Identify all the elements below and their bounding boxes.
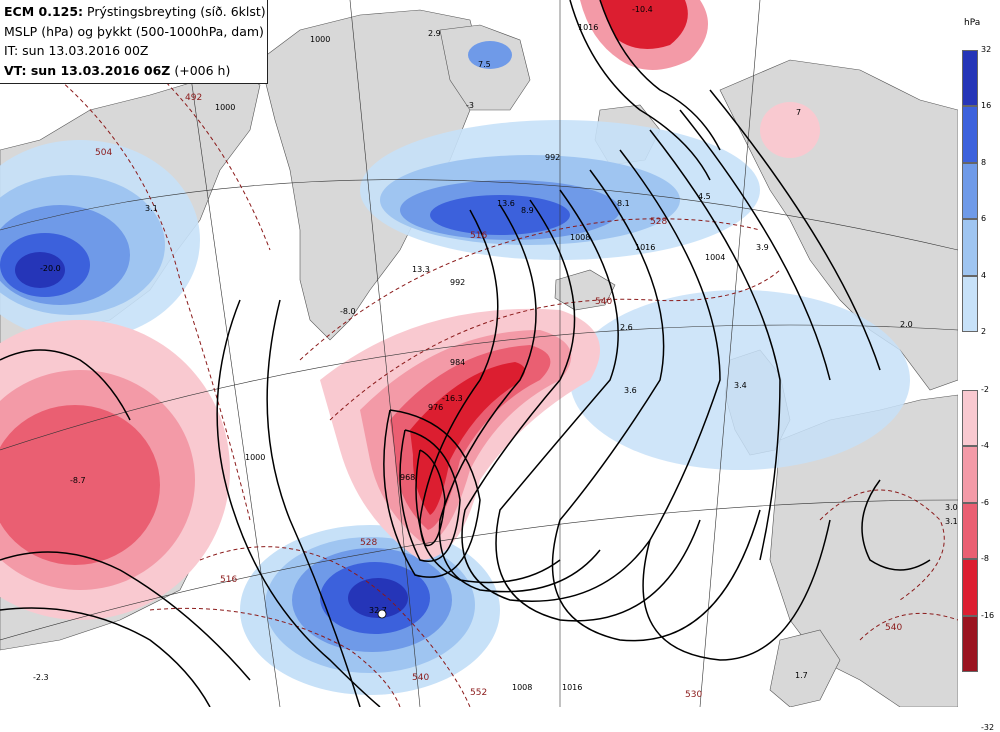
value-label: 1.7 — [795, 671, 808, 680]
pressure-change-shading — [0, 0, 910, 695]
value-label: 7.5 — [478, 60, 491, 69]
thickness-label: 516 — [470, 231, 487, 241]
legend-swatch — [962, 615, 978, 672]
legend-swatch — [962, 50, 978, 107]
thickness-label: 528 — [650, 217, 667, 227]
legend-tick-label: 2 — [981, 327, 987, 336]
legend-unit: hPa — [964, 18, 981, 28]
legend-swatch — [962, 559, 978, 616]
legend-tick-label: -8 — [981, 554, 989, 564]
title-line-2: MSLP (hPa) og þykkt (500-1000hPa, dam) — [4, 23, 264, 39]
value-label: 13.3 — [412, 265, 430, 274]
value-label: -10.4 — [632, 5, 653, 14]
value-label: 3.6 — [624, 386, 637, 395]
value-label: 3.4 — [734, 381, 747, 390]
map-title-box: ECM 0.125: Prýstingsbreyting (síð. 6klst… — [0, 0, 268, 84]
valid-time-line: VT: sun 13.03.2016 06Z (+006 h) — [4, 61, 267, 81]
thickness-label: 504 — [95, 148, 112, 158]
legend-swatch — [962, 275, 978, 332]
legend-tick-label: 4 — [981, 270, 987, 280]
isobar-label: 1000 — [310, 35, 330, 44]
model-name: ECM 0.125: — [4, 4, 84, 19]
thickness-label: 530 — [685, 690, 702, 700]
isobar-label: 984 — [450, 358, 465, 367]
value-label: 7 — [796, 108, 801, 117]
legend-swatch — [962, 219, 978, 276]
thickness-label: 552 — [470, 688, 487, 698]
isobar-label: 1008 — [570, 233, 590, 242]
value-label: -20.0 — [40, 264, 61, 273]
legend-swatch — [962, 446, 978, 503]
value-label: 2.9 — [428, 29, 441, 38]
isobar-label: 968 — [400, 473, 415, 482]
thickness-label: 540 — [595, 297, 612, 307]
value-label: -8.0 — [340, 307, 356, 316]
value-labels: -10.4 2.9 7.5 -3 3.1 -20.0 13.6 8.9 8.1 … — [33, 5, 958, 682]
thickness-labels: 492 504 516 528 540 516 528 540 552 540 … — [95, 93, 902, 700]
legend-tick-label: -2 — [981, 385, 989, 394]
legend-tick-label: 8 — [981, 157, 987, 167]
isobar-label: 1000 — [215, 103, 235, 112]
isobars — [0, 0, 931, 707]
graticule — [0, 0, 958, 707]
legend-swatch — [962, 106, 978, 163]
valid-time: VT: sun 13.03.2016 06Z — [4, 62, 171, 78]
value-label: 32.7 — [369, 606, 387, 615]
isobar-label: 1016 — [635, 243, 655, 252]
isobar-label: 1016 — [562, 683, 582, 692]
map-title: Prýstingsbreyting (síð. 6klst) — [87, 4, 266, 19]
low-centre-marker — [377, 609, 387, 619]
value-label: 3.1 — [945, 517, 958, 526]
color-legend: hPa 32 16 8 6 4 2 -2 -4 -6 -8 -16 -32 — [958, 0, 1000, 732]
thickness-label: 540 — [885, 623, 902, 633]
legend-tick-label: -16 — [981, 610, 995, 620]
land-iberia — [769, 629, 841, 707]
legend-swatch — [962, 502, 978, 560]
value-label: 3.9 — [756, 243, 769, 252]
legend-tick-label: -6 — [981, 497, 989, 507]
isobar-label: 1016 — [578, 23, 598, 32]
legend-tick-label: -4 — [981, 441, 989, 451]
thickness-label: 528 — [360, 538, 377, 548]
value-label: 2.6 — [620, 323, 633, 332]
isobar-label: 992 — [450, 278, 465, 287]
thickness-contours — [59, 39, 958, 707]
value-label: 3.1 — [145, 204, 158, 213]
value-label: -16.3 — [442, 394, 463, 403]
legend-tick-label: -32 — [981, 723, 995, 732]
isobar-label: 992 — [545, 153, 560, 162]
legend-tick-label: 6 — [981, 214, 987, 224]
value-label: 13.6 — [497, 199, 515, 208]
weather-map: 1000 1008 992 984 976 968 1008 1016 1004… — [0, 0, 958, 707]
isobar-label: 1008 — [512, 683, 532, 692]
value-label: 4.5 — [698, 192, 711, 201]
value-label: 2.0 — [900, 320, 913, 329]
isobar-label: 1000 — [245, 453, 265, 462]
value-label: 8.9 — [521, 206, 534, 215]
legend-tick-label: 32 — [981, 45, 992, 54]
forecast-hour: (+006 h) — [174, 62, 231, 78]
title-line-1: ECM 0.125: Prýstingsbreyting (síð. 6klst… — [4, 2, 267, 22]
value-label: -2.3 — [33, 673, 49, 682]
thickness-label: 516 — [220, 575, 237, 585]
value-label: -8.7 — [70, 476, 86, 485]
value-label: -3 — [466, 101, 474, 110]
isobar-label: 1004 — [705, 253, 725, 262]
value-label: 8.1 — [617, 199, 630, 208]
legend-swatch — [962, 390, 978, 447]
legend-swatch — [962, 162, 978, 220]
thickness-label: 540 — [412, 673, 429, 683]
isobar-labels: 1000 1008 992 984 976 968 1008 1016 1004… — [215, 23, 725, 692]
initial-time: IT: sun 13.03.2016 00Z — [4, 43, 149, 58]
value-label: 3.0 — [945, 503, 958, 512]
thickness-label: 492 — [185, 93, 202, 103]
isobar-label: 976 — [428, 403, 443, 412]
legend-tick-label: 16 — [981, 101, 992, 111]
